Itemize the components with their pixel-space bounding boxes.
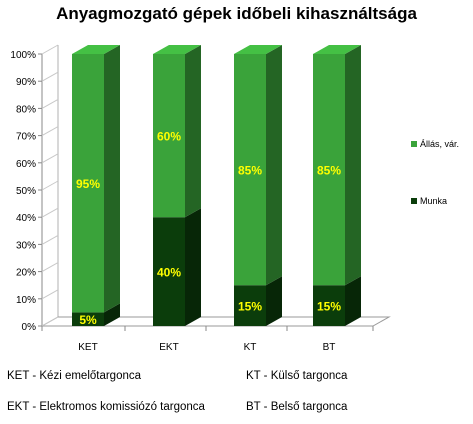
x-tick-label-ket: KET — [78, 342, 97, 353]
x-tick-label-bt: BT — [323, 342, 336, 353]
bar-top-bt — [313, 45, 361, 54]
data-label-ekt-allas: 60% — [157, 130, 181, 144]
data-label-kt-munka: 15% — [238, 300, 262, 314]
y-tick-label: 20% — [16, 268, 36, 279]
bar-side-ekt-allas — [185, 45, 201, 218]
y-tick-depth — [41, 289, 59, 300]
note-ket: KET - Kézi emelőtargonca — [7, 370, 142, 382]
data-label-bt-allas: 85% — [317, 164, 341, 178]
x-tick-label-ekt: EKT — [159, 342, 178, 353]
y-tick-depth — [41, 316, 59, 327]
y-tick-label: 50% — [16, 186, 36, 197]
legend-label-allas: Állás, vár. — [420, 139, 460, 149]
legend-item-munka: Munka — [411, 196, 447, 206]
bar-ket-allas — [72, 54, 104, 313]
y-tick-label: 90% — [16, 77, 36, 88]
y-tick-label: 10% — [16, 295, 36, 306]
y-tick-depth — [41, 98, 59, 109]
bar-ekt-munka — [153, 217, 185, 326]
data-label-ket-allas: 95% — [76, 177, 100, 191]
y-tick-label: 60% — [16, 159, 36, 170]
data-label-ekt-munka: 40% — [157, 266, 181, 280]
bar-top-ket — [72, 45, 120, 54]
y-tick-depth — [41, 234, 59, 245]
y-tick-depth — [41, 71, 59, 82]
bar-kt-munka — [234, 285, 266, 326]
bar-kt-allas — [234, 54, 266, 286]
bar-side-bt-allas — [345, 45, 361, 286]
y-tick-depth — [41, 262, 59, 273]
legend-item-allas: Állás, vár. — [411, 139, 459, 149]
legend-swatch-munka — [411, 198, 417, 204]
bar-side-bt-munka — [345, 276, 361, 326]
legend-swatch-allas — [411, 141, 417, 147]
note-kt: KT - Külső targonca — [246, 370, 348, 382]
bar-side-kt-munka — [266, 276, 282, 326]
x-tick-label-kt: KT — [244, 342, 257, 353]
y-tick-depth — [41, 126, 59, 137]
bar-ekt-allas — [153, 54, 185, 218]
legend-label-munka: Munka — [420, 196, 448, 206]
y-tick-label: 40% — [16, 213, 36, 224]
bar-side-kt-allas — [266, 45, 282, 286]
bar-top-ekt — [153, 45, 201, 54]
y-tick-depth — [41, 153, 59, 164]
bar-side-ket-munka — [104, 303, 120, 326]
bar-top-kt — [234, 45, 282, 54]
y-tick-depth — [41, 180, 59, 191]
chart-title: Anyagmozgató gépek időbeli kihasználtság… — [56, 4, 417, 23]
y-tick-label: 70% — [16, 132, 36, 143]
note-bt: BT - Belső targonca — [246, 401, 348, 413]
bar-ket-munka — [72, 312, 104, 326]
data-label-ket-munka: 5% — [79, 313, 97, 327]
note-ekt: EKT - Elektromos komissiózó targonca — [7, 401, 205, 413]
y-tick-label: 30% — [16, 240, 36, 251]
y-tick-label: 0% — [22, 322, 37, 333]
bar-side-ekt-munka — [185, 208, 201, 326]
data-label-kt-allas: 85% — [238, 164, 262, 178]
y-tick-depth — [41, 207, 59, 218]
data-label-bt-munka: 15% — [317, 300, 341, 314]
y-tick-label: 100% — [10, 50, 36, 61]
y-tick-label: 80% — [16, 104, 36, 115]
bar-bt-allas — [313, 54, 345, 286]
bar-side-ket-allas — [104, 45, 120, 313]
bar-bt-munka — [313, 285, 345, 326]
y-tick-depth — [41, 44, 59, 55]
